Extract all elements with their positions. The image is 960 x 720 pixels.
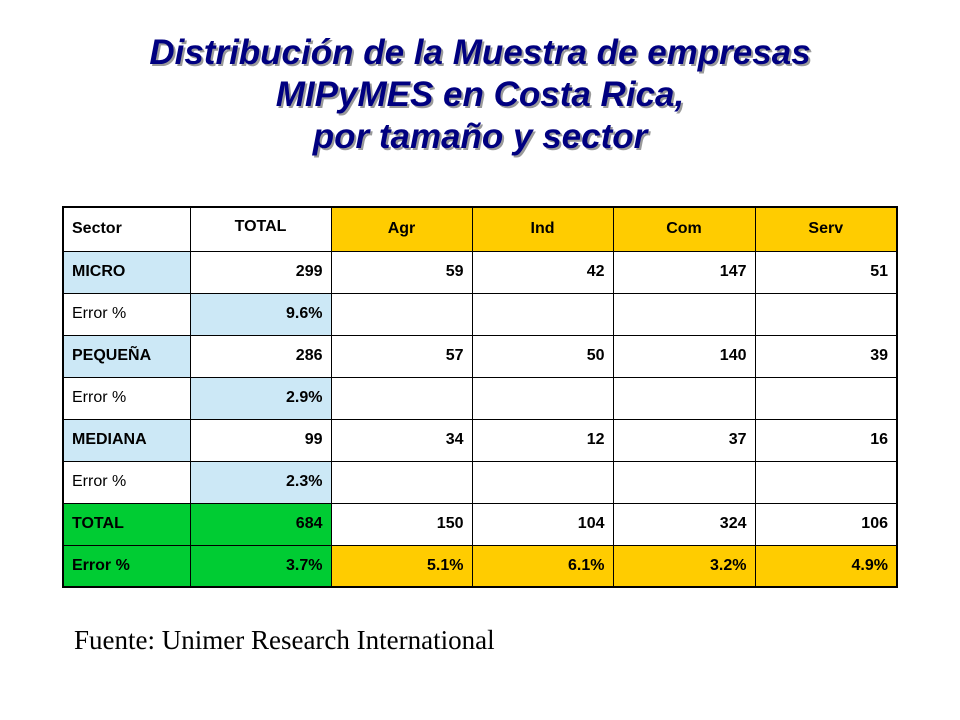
cell-serv: 16 bbox=[754, 418, 898, 462]
cell-serv: 39 bbox=[754, 334, 898, 378]
table-row-micro: MICRO 299 59 42 147 51 bbox=[62, 250, 898, 294]
cell-empty bbox=[330, 460, 473, 504]
cell-empty bbox=[471, 376, 614, 420]
cell-ind: 104 bbox=[471, 502, 614, 546]
cell-empty bbox=[754, 292, 898, 336]
cell-agr: 34 bbox=[330, 418, 473, 462]
title-line-2: MIPyMES en Costa Rica, bbox=[275, 75, 685, 114]
cell-serv: 51 bbox=[754, 250, 898, 294]
title-line-3: por tamaño y sector bbox=[312, 117, 648, 156]
cell-empty bbox=[612, 292, 756, 336]
cell-total: 3.7% bbox=[189, 544, 332, 588]
header-agr: Agr bbox=[330, 206, 473, 252]
cell-ind: 50 bbox=[471, 334, 614, 378]
table-row-pequena-error: Error % 2.9% bbox=[62, 376, 898, 420]
cell-empty bbox=[754, 460, 898, 504]
table-row-mediana: MEDIANA 99 34 12 37 16 bbox=[62, 418, 898, 462]
header-serv: Serv bbox=[754, 206, 898, 252]
cell-ind: 6.1% bbox=[471, 544, 614, 588]
header-total: TOTAL bbox=[189, 206, 332, 252]
slide-title: Distribución de la Muestra de empresas M… bbox=[0, 32, 960, 158]
row-label: MEDIANA bbox=[62, 418, 191, 462]
cell-empty bbox=[612, 376, 756, 420]
cell-agr: 5.1% bbox=[330, 544, 473, 588]
table-header-row: Sector TOTAL Agr Ind Com Serv bbox=[62, 206, 898, 252]
cell-serv: 4.9% bbox=[754, 544, 898, 588]
cell-empty bbox=[471, 460, 614, 504]
cell-com: 3.2% bbox=[612, 544, 756, 588]
row-label: MICRO bbox=[62, 250, 191, 294]
row-label: PEQUEÑA bbox=[62, 334, 191, 378]
cell-com: 324 bbox=[612, 502, 756, 546]
cell-empty bbox=[330, 376, 473, 420]
table-row-total-error: Error % 3.7% 5.1% 6.1% 3.2% 4.9% bbox=[62, 544, 898, 588]
cell-empty bbox=[754, 376, 898, 420]
cell-com: 147 bbox=[612, 250, 756, 294]
cell-total: 684 bbox=[189, 502, 332, 546]
header-sector: Sector bbox=[62, 206, 191, 252]
cell-com: 37 bbox=[612, 418, 756, 462]
table-row-micro-error: Error % 9.6% bbox=[62, 292, 898, 336]
row-label: Error % bbox=[62, 544, 191, 588]
row-label: TOTAL bbox=[62, 502, 191, 546]
cell-total: 99 bbox=[189, 418, 332, 462]
cell-total: 286 bbox=[189, 334, 332, 378]
cell-agr: 150 bbox=[330, 502, 473, 546]
cell-serv: 106 bbox=[754, 502, 898, 546]
cell-total: 2.9% bbox=[189, 376, 332, 420]
cell-agr: 59 bbox=[330, 250, 473, 294]
header-ind: Ind bbox=[471, 206, 614, 252]
cell-total: 299 bbox=[189, 250, 332, 294]
cell-ind: 42 bbox=[471, 250, 614, 294]
table-row-mediana-error: Error % 2.3% bbox=[62, 460, 898, 504]
row-label: Error % bbox=[62, 292, 191, 336]
row-label: Error % bbox=[62, 460, 191, 504]
table-row-pequena: PEQUEÑA 286 57 50 140 39 bbox=[62, 334, 898, 378]
cell-total: 2.3% bbox=[189, 460, 332, 504]
cell-agr: 57 bbox=[330, 334, 473, 378]
title-line-1: Distribución de la Muestra de empresas bbox=[149, 33, 811, 72]
cell-com: 140 bbox=[612, 334, 756, 378]
row-label: Error % bbox=[62, 376, 191, 420]
cell-empty bbox=[471, 292, 614, 336]
source-note: Fuente: Unimer Research International bbox=[74, 625, 495, 655]
table-row-total: TOTAL 684 150 104 324 106 bbox=[62, 502, 898, 546]
header-com: Com bbox=[612, 206, 756, 252]
cell-total: 9.6% bbox=[189, 292, 332, 336]
sample-distribution-table: Sector TOTAL Agr Ind Com Serv MICRO 299 … bbox=[62, 206, 898, 588]
cell-empty bbox=[330, 292, 473, 336]
cell-ind: 12 bbox=[471, 418, 614, 462]
cell-empty bbox=[612, 460, 756, 504]
